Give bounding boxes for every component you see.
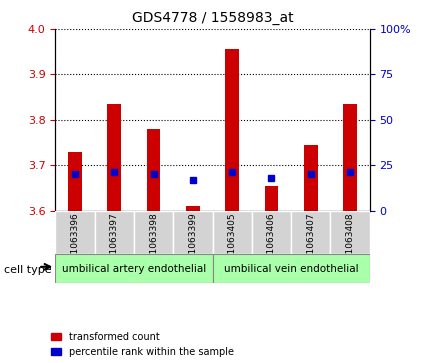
Text: GSM1063397: GSM1063397: [110, 213, 119, 273]
Text: umbilical vein endothelial: umbilical vein endothelial: [224, 264, 358, 274]
Text: GSM1063406: GSM1063406: [267, 213, 276, 273]
FancyBboxPatch shape: [291, 211, 331, 254]
Bar: [265, 185, 278, 211]
Bar: [68, 152, 82, 211]
Bar: [147, 129, 160, 211]
FancyBboxPatch shape: [94, 211, 134, 254]
Legend: transformed count, percentile rank within the sample: transformed count, percentile rank withi…: [47, 328, 238, 360]
Bar: [108, 104, 121, 211]
Title: GDS4778 / 1558983_at: GDS4778 / 1558983_at: [132, 11, 293, 25]
Bar: [304, 145, 317, 211]
FancyBboxPatch shape: [55, 211, 94, 254]
Text: GSM1063399: GSM1063399: [188, 213, 197, 273]
Text: GSM1063398: GSM1063398: [149, 213, 158, 273]
FancyBboxPatch shape: [173, 211, 212, 254]
Text: umbilical artery endothelial: umbilical artery endothelial: [62, 264, 206, 274]
Text: GSM1063405: GSM1063405: [228, 213, 237, 273]
Bar: [186, 206, 200, 211]
Text: GSM1063407: GSM1063407: [306, 213, 315, 273]
Text: GSM1063408: GSM1063408: [346, 213, 354, 273]
FancyBboxPatch shape: [212, 211, 252, 254]
FancyBboxPatch shape: [55, 254, 212, 283]
Text: GSM1063396: GSM1063396: [71, 213, 79, 273]
Text: cell type: cell type: [4, 265, 52, 276]
FancyBboxPatch shape: [212, 254, 370, 283]
FancyBboxPatch shape: [252, 211, 291, 254]
Bar: [343, 104, 357, 211]
FancyBboxPatch shape: [134, 211, 173, 254]
FancyBboxPatch shape: [331, 211, 370, 254]
Bar: [225, 49, 239, 211]
